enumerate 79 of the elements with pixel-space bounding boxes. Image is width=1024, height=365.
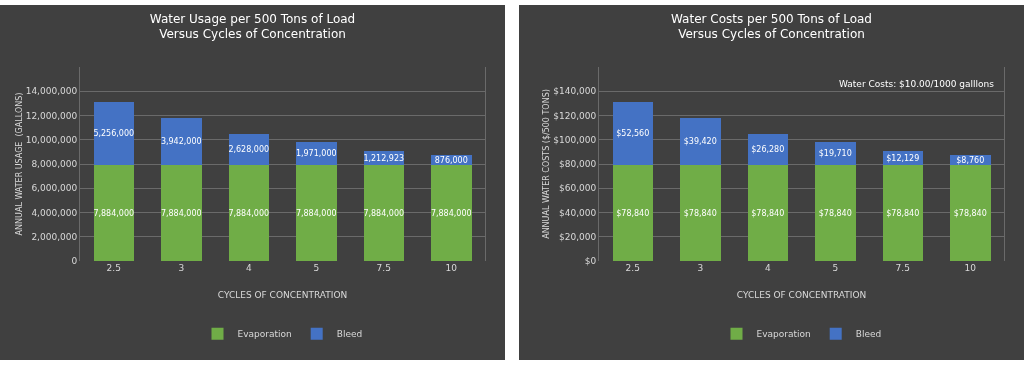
legend-label: Evaporation [756,329,811,340]
y-tick-label: $120,000 [553,110,597,121]
x-tick-label: 7.5 [376,263,391,273]
y-tick-label: 14,000,000 [25,86,78,97]
bar [296,165,337,261]
y-tick-label: 0 [71,256,78,267]
bar [228,165,269,261]
y-tick-label: 2,000,000 [31,231,78,242]
y-tick-label: $140,000 [553,86,597,97]
bar [815,165,856,261]
data-label: $12,129 [886,153,920,163]
chart-title: Water Costs per 500 Tons of Load Versus Cycles of Concentration [671,11,872,42]
legend-label: Evaporation [237,329,292,340]
x-axis-title: CYCLES OF CONCENTRATION [217,290,348,300]
y-tick-label: $80,000 [558,159,597,170]
x-tick-label: 2.5 [106,263,121,273]
data-label: 7,884,000 [93,208,135,218]
data-label: $78,840 [953,208,987,218]
data-label: $26,280 [751,144,785,154]
bar [431,165,472,261]
x-tick-label: 5 [313,263,320,273]
data-label: 1,212,923 [363,153,405,163]
data-label: $78,840 [751,208,785,218]
x-tick-label: 5 [832,263,839,273]
bar [882,165,923,261]
x-tick-label: 10 [445,263,458,273]
data-label: 7,884,000 [430,208,472,218]
bar [363,165,404,261]
y-axis-title: ANNUAL WATER USAGE (GALLONS) [14,92,24,236]
bar [680,165,721,261]
data-label: $78,840 [886,208,920,218]
x-tick-label: 4 [764,263,771,273]
bar [161,165,202,261]
y-tick-label: 6,000,000 [31,183,78,194]
data-label: $8,760 [956,155,985,165]
data-label: 876,000 [434,155,468,165]
y-tick-label: 12,000,000 [25,110,78,121]
data-label: 7,884,000 [160,208,202,218]
chart-title: Water Usage per 500 Tons of Load Versus Cycles of Concentration [149,11,356,42]
data-label: $78,840 [616,208,650,218]
x-tick-label: 2.5 [625,263,640,273]
bar [612,101,653,166]
y-tick-label: $60,000 [558,183,597,194]
x-axis-title: CYCLES OF CONCENTRATION [736,290,867,300]
y-tick-label: 4,000,000 [31,207,78,218]
data-label: 7,884,000 [363,208,405,218]
bar [161,117,202,166]
bar [612,165,653,261]
data-label: 5,256,000 [93,129,135,139]
data-label: $19,710 [818,148,852,158]
y-tick-label: $0 [584,256,597,267]
y-tick-label: 8,000,000 [31,159,78,170]
data-label: 3,942,000 [160,137,202,147]
x-tick-label: 3 [697,263,704,273]
y-tick-label: $100,000 [553,134,597,145]
annotation: Water Costs: $10.00/1000 galllons [839,79,995,89]
y-tick-label: 10,000,000 [25,134,78,145]
bar [950,165,991,261]
legend-label: Bleed [855,329,882,340]
data-label: $78,840 [818,208,852,218]
data-label: 2,628,000 [228,144,270,154]
bar [93,101,134,166]
data-label: 1,971,000 [295,148,337,158]
data-label: $39,420 [683,137,717,147]
legend-label: Bleed [336,329,363,340]
data-label: 7,884,000 [228,208,270,218]
data-label: 7,884,000 [295,208,337,218]
x-tick-label: 3 [178,263,185,273]
bar [680,117,721,166]
y-tick-label: $40,000 [558,207,597,218]
x-tick-label: 10 [964,263,977,273]
bar [93,165,134,261]
data-label: $78,840 [683,208,717,218]
y-axis-title: ANNUAL WATER COSTS ($/500 TONS) [542,89,552,239]
x-tick-label: 7.5 [895,263,910,273]
bar [747,165,788,261]
y-tick-label: $20,000 [558,231,597,242]
x-tick-label: 4 [245,263,252,273]
data-label: $52,560 [616,129,650,139]
